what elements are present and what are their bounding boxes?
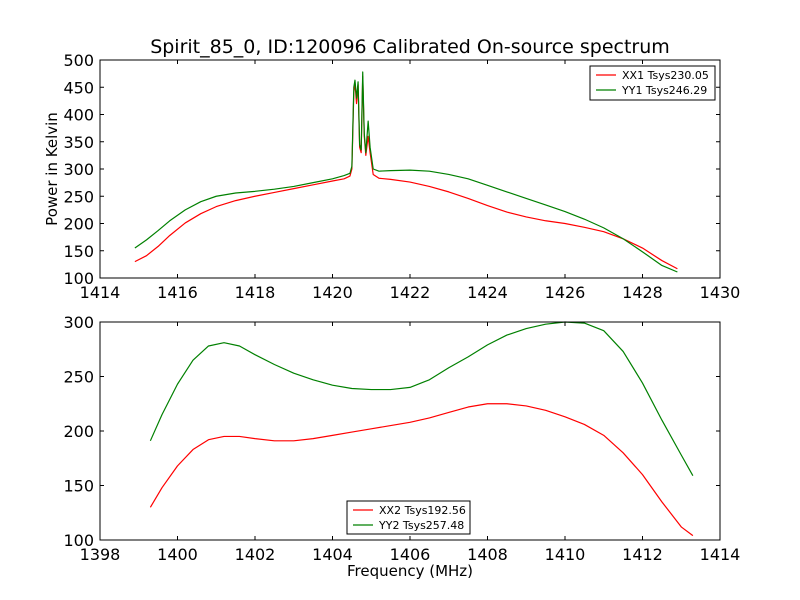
x-tick-label: 1404	[312, 545, 353, 564]
x-tick-label: 1408	[467, 545, 508, 564]
x-tick-label: 1398	[80, 545, 121, 564]
legend-box	[346, 500, 471, 535]
y-tick-label: 250	[63, 187, 94, 206]
y-tick-label: 300	[63, 160, 94, 179]
series-line-2	[149, 321, 694, 476]
y-tick-label: 500	[63, 51, 94, 70]
y-tick-label: 400	[63, 106, 94, 125]
x-tick-label: 1412	[622, 545, 663, 564]
x-tick-label: 1414	[700, 545, 741, 564]
y-tick-label: 150	[63, 477, 94, 496]
y-tick-label: 200	[63, 215, 94, 234]
y-tick-label: 250	[63, 368, 94, 387]
bottom-panel: 1398 1400 1402 1404 1406 1408 1410 1412 1414 100 1…	[63, 313, 740, 580]
x-tick-label: 1424	[467, 283, 508, 302]
figure-title: Spirit_85_0, ID:120096 Calibrated On-sou…	[150, 36, 670, 58]
y-tick-label: 450	[63, 78, 94, 97]
y-tick-label: 200	[63, 422, 94, 441]
x-tick-label: 1410	[545, 545, 586, 564]
x-tick-label: 1406	[390, 545, 431, 564]
legend-label-2: YY1 Tsys246.29	[621, 84, 707, 97]
top-panel: 1414 1416 1418 1420 1422 1424 1426 1428 1430 100 1…	[43, 51, 740, 302]
legend-label-1: XX2 Tsys192.56	[379, 504, 466, 517]
legend-label-1: XX1 Tsys230.05	[622, 69, 709, 82]
y-tick-label: 300	[63, 313, 94, 332]
series-line-1	[149, 403, 694, 537]
x-tick-label: 1402	[235, 545, 276, 564]
y-tick-label: 350	[63, 133, 94, 152]
y-tick-label: 150	[63, 242, 94, 261]
x-tick-label: 1426	[545, 283, 586, 302]
x-tick-label: 1422	[390, 283, 431, 302]
legend-label-2: YY2 Tsys257.48	[378, 519, 464, 532]
x-axis-title: Frequency (MHz)	[347, 562, 473, 580]
y-axis-title: Power in Kelvin	[43, 112, 61, 226]
x-tick-label: 1414	[80, 283, 121, 302]
x-tick-label: 1428	[622, 283, 663, 302]
series-line-2	[134, 71, 678, 273]
x-tick-label: 1420	[312, 283, 353, 302]
legend: XX2 Tsys192.56 YY2 Tsys257.48	[346, 500, 471, 535]
x-tick-label: 1416	[157, 283, 198, 302]
y-tick-label: 100	[63, 531, 94, 550]
x-tick-label: 1430	[700, 283, 741, 302]
x-tick-label: 1418	[235, 283, 276, 302]
y-tick-label: 100	[63, 269, 94, 288]
x-tick-label: 1400	[157, 545, 198, 564]
legend-box	[589, 65, 716, 101]
legend: XX1 Tsys230.05 YY1 Tsys246.29	[589, 65, 716, 101]
